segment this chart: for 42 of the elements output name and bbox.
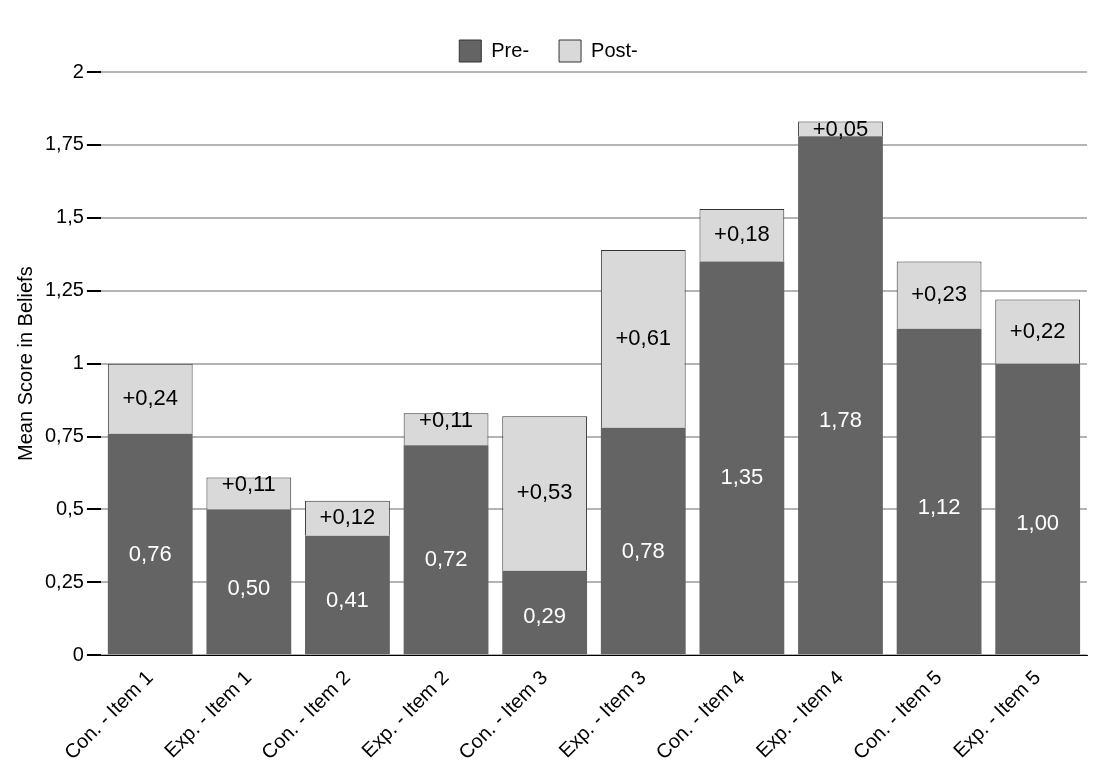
x-tick-label: Con. - Item 1	[59, 665, 157, 764]
data-label: +0,61	[615, 324, 672, 350]
y-tick-label: 0,75	[44, 424, 84, 447]
y-tick-label: 1	[72, 351, 84, 374]
data-label: +0,11	[221, 471, 276, 497]
data-label: +0,53	[516, 479, 573, 505]
y-tick-label: 0,25	[44, 569, 84, 592]
data-label: +0,05	[812, 115, 869, 141]
data-label: +0,12	[319, 504, 376, 530]
data-label: +0,23	[911, 281, 967, 307]
data-label: +0,24	[122, 384, 179, 410]
data-label: 0,78	[621, 538, 665, 564]
data-label: 1,12	[917, 493, 961, 519]
x-tick-label: Exp. - Item 3	[554, 665, 650, 762]
x-tick-label: Exp. - Item 1	[159, 665, 256, 762]
y-tick-label: 1,5	[56, 205, 84, 228]
x-tick-label: Con. - Item 4	[651, 665, 749, 764]
legend-label: Pre-	[491, 38, 530, 61]
data-label: 0,76	[128, 541, 172, 567]
legend-label: Post-	[591, 38, 638, 61]
x-tick-label: Exp. - Item 5	[948, 665, 1045, 762]
y-tick-label: 0,5	[56, 496, 84, 519]
data-label: 0,72	[424, 546, 468, 572]
data-label: +0,22	[1009, 317, 1066, 343]
y-tick-label: 0	[72, 642, 84, 665]
data-label: +0,11	[419, 407, 474, 433]
y-tick-label: 2	[72, 59, 84, 82]
data-label: 0,29	[523, 602, 567, 628]
data-label: 1,35	[720, 463, 764, 489]
data-label: 0,41	[326, 586, 369, 612]
y-tick-label: 1,75	[44, 132, 84, 155]
x-tick-label: Exp. - Item 2	[357, 665, 453, 762]
x-tick-label: Exp. - Item 4	[751, 665, 848, 762]
data-label: 1,78	[819, 407, 862, 433]
data-label: +0,18	[714, 221, 770, 247]
y-tick-label: 1,25	[44, 278, 84, 301]
x-tick-label: Con. - Item 2	[256, 665, 355, 764]
x-tick-label: Con. - Item 3	[454, 665, 552, 764]
y-axis-title: Mean Score in Beliefs	[13, 266, 36, 461]
data-label: 0,50	[227, 575, 271, 601]
data-label: 1,00	[1016, 509, 1060, 535]
x-tick-label: Con. - Item 5	[848, 665, 946, 764]
